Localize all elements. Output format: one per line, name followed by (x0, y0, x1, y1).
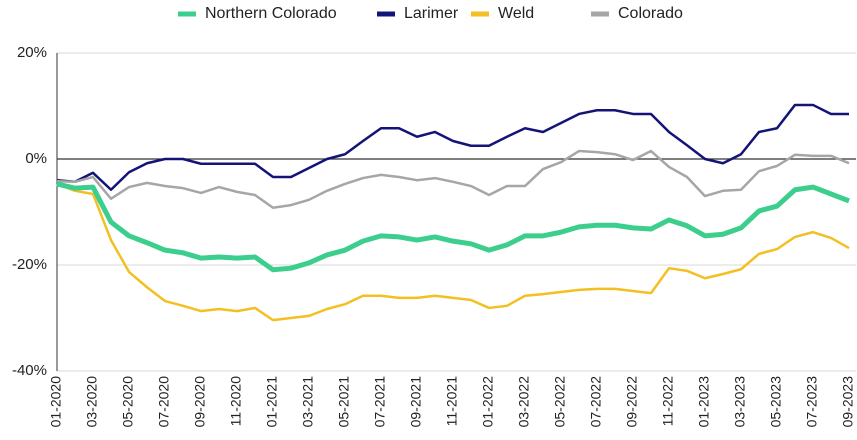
x-tick-label: 03-2022 (516, 376, 532, 428)
x-tick-label: 01-2023 (696, 376, 712, 428)
y-tick-label: -20% (12, 256, 47, 273)
x-tick-label: 09-2021 (408, 376, 424, 428)
x-tick-label: 07-2022 (588, 376, 604, 428)
series-line (56, 103, 849, 191)
x-tick-label: 05-2020 (120, 376, 136, 428)
x-tick-label: 09-2023 (840, 376, 856, 428)
x-tick-label: 09-2020 (192, 376, 208, 428)
y-tick-label: -40% (12, 362, 47, 379)
x-tick-label: 11-2020 (228, 376, 244, 427)
x-tick-label: 11-2022 (660, 376, 676, 427)
series-line (56, 149, 850, 210)
x-tick-label: 03-2021 (300, 376, 316, 428)
x-tick-label: 09-2022 (624, 376, 640, 428)
x-tick-label: 03-2020 (84, 376, 100, 428)
legend-label: Colorado (618, 5, 683, 22)
legend-label: Weld (498, 5, 534, 22)
series-line (56, 182, 850, 322)
series-line (56, 181, 850, 273)
x-tick-label: 05-2023 (768, 376, 784, 428)
x-tick-label: 03-2023 (732, 376, 748, 428)
y-tick-label: 20% (17, 44, 47, 61)
x-tick-label: 07-2021 (372, 376, 388, 428)
x-tick-label: 01-2020 (48, 376, 64, 428)
x-tick-label: 01-2021 (264, 376, 280, 428)
x-tick-label: 01-2022 (480, 376, 496, 428)
x-tick-label: 05-2021 (336, 376, 352, 428)
legend-label: Northern Colorado (205, 5, 337, 22)
x-tick-label: 07-2023 (804, 376, 820, 428)
x-tick-label: 05-2022 (552, 376, 568, 428)
legend-label: Larimer (404, 5, 459, 22)
x-tick-label: 07-2020 (156, 376, 172, 428)
y-tick-label: 0% (25, 150, 47, 167)
x-tick-label: 11-2021 (444, 376, 460, 427)
